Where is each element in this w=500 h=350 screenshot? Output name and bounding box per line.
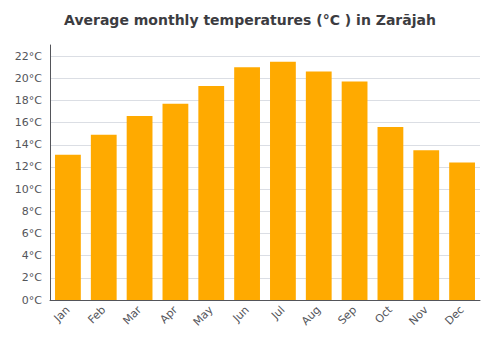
svg-text:Nov: Nov: [406, 303, 431, 328]
svg-text:0°C: 0°C: [22, 294, 42, 307]
svg-text:20°C: 20°C: [15, 72, 42, 85]
svg-text:Jan: Jan: [51, 303, 73, 325]
svg-text:16°C: 16°C: [15, 116, 42, 129]
svg-text:12°C: 12°C: [15, 160, 42, 173]
svg-text:Mar: Mar: [120, 303, 144, 327]
svg-text:Average monthly temperatures (: Average monthly temperatures (°C ) in Za…: [64, 12, 436, 28]
svg-text:Apr: Apr: [157, 303, 180, 326]
svg-text:18°C: 18°C: [15, 94, 42, 107]
svg-text:4°C: 4°C: [22, 249, 42, 262]
svg-text:May: May: [191, 303, 217, 329]
svg-text:2°C: 2°C: [22, 271, 42, 284]
svg-text:Feb: Feb: [85, 303, 108, 326]
svg-text:Dec: Dec: [442, 303, 466, 327]
svg-text:Jul: Jul: [268, 303, 287, 322]
svg-text:Oct: Oct: [372, 303, 395, 326]
svg-text:Sep: Sep: [335, 303, 359, 327]
svg-text:22°C: 22°C: [15, 50, 42, 63]
svg-text:6°C: 6°C: [22, 227, 42, 240]
svg-text:Jun: Jun: [230, 303, 252, 325]
svg-text:Aug: Aug: [299, 303, 323, 327]
svg-text:8°C: 8°C: [22, 205, 42, 218]
svg-text:10°C: 10°C: [15, 183, 42, 196]
svg-text:14°C: 14°C: [15, 138, 42, 151]
